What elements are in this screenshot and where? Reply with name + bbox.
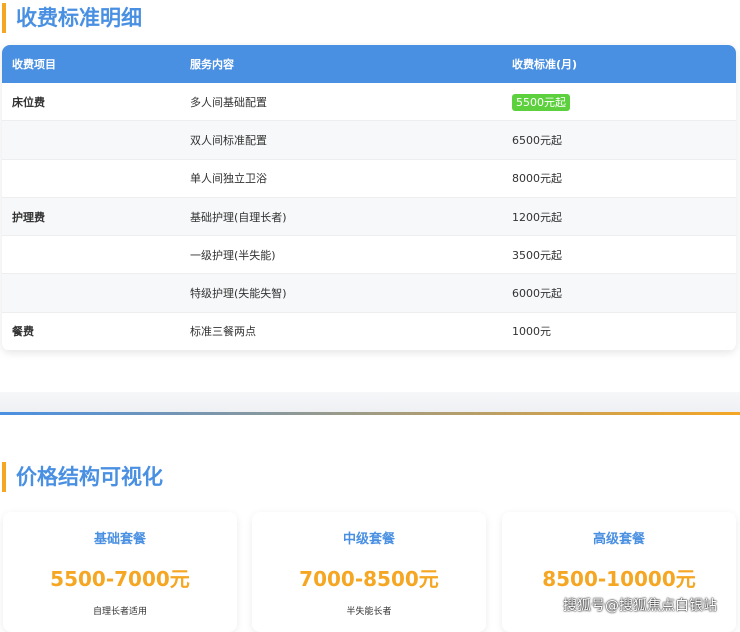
cell-price: 6500元起 xyxy=(512,133,562,147)
cell-service: 特级护理(失能失智) xyxy=(190,287,287,301)
package-card-mid: 中级套餐 7000-8500元 半失能长者 xyxy=(252,512,486,632)
cell-service: 标准三餐两点 xyxy=(190,325,256,339)
table-header: 收费项目 服务内容 收费标准(月) xyxy=(2,45,736,83)
table-row: 特级护理(失能失智) 6000元起 xyxy=(2,274,736,313)
section-divider-band xyxy=(0,392,740,412)
cell-service: 单人间独立卫浴 xyxy=(190,172,267,186)
cell-price-wrap: 8000元起 xyxy=(512,170,736,186)
cell-item: 床位费 xyxy=(12,95,45,109)
cell-price: 1000元 xyxy=(512,325,551,339)
cell-price-wrap: 6500元起 xyxy=(512,132,736,148)
cell-price: 3500元起 xyxy=(512,248,562,262)
watermark: 搜狐号@搜狐焦点白银站 xyxy=(563,598,717,614)
package-price: 8500-10000元 xyxy=(542,567,696,591)
package-card-premium: 高级套餐 8500-10000元 xyxy=(502,512,736,632)
header-price: 收费标准(月) xyxy=(512,58,578,71)
package-name: 高级套餐 xyxy=(592,532,645,547)
package-name: 基础套餐 xyxy=(93,532,146,547)
package-desc: 半失能长者 xyxy=(346,607,392,617)
cell-price: 6000元起 xyxy=(512,287,562,301)
cell-price-wrap: 5500元起 xyxy=(512,93,736,111)
cell-price: 5500元起 xyxy=(512,93,570,111)
table-row: 双人间标准配置 6500元起 xyxy=(2,121,736,160)
table-row: 一级护理(半失能) 3500元起 xyxy=(2,236,736,275)
cell-service: 多人间基础配置 xyxy=(190,95,267,109)
cell-item: 护理费 xyxy=(12,210,45,224)
table-row: 床位费 多人间基础配置 5500元起 xyxy=(2,83,736,122)
section-title-visual: 价格结构可视化 xyxy=(2,462,163,492)
package-price: 7000-8500元 xyxy=(299,567,439,591)
cell-service: 双人间标准配置 xyxy=(190,133,267,147)
cell-price-wrap: 6000元起 xyxy=(512,285,736,301)
header-item: 收费项目 xyxy=(12,58,56,71)
package-name: 中级套餐 xyxy=(342,532,395,547)
fee-table: 收费项目 服务内容 收费标准(月) 床位费 多人间基础配置 5500元起 双人间… xyxy=(2,45,736,352)
table-row: 单人间独立卫浴 8000元起 xyxy=(2,160,736,198)
cell-price-wrap: 1200元起 xyxy=(512,209,736,225)
section-title-fees: 收费标准明细 xyxy=(2,3,142,33)
package-desc: 自理长者适用 xyxy=(92,607,147,617)
cell-price-wrap: 3500元起 xyxy=(512,247,736,263)
cell-price-wrap: 1000元 xyxy=(512,323,736,339)
cell-price: 8000元起 xyxy=(512,172,562,186)
cell-service: 一级护理(半失能) xyxy=(190,248,276,262)
header-service: 服务内容 xyxy=(190,58,234,71)
gradient-divider xyxy=(0,412,740,415)
package-card-basic: 基础套餐 5500-7000元 自理长者适用 xyxy=(3,512,237,632)
cell-service: 基础护理(自理长者) xyxy=(190,210,287,224)
package-price: 5500-7000元 xyxy=(50,567,190,591)
table-row: 护理费 基础护理(自理长者) 1200元起 xyxy=(2,197,736,237)
cell-price: 1200元起 xyxy=(512,210,562,224)
table-row: 餐费 标准三餐两点 1000元 xyxy=(2,313,736,352)
cell-item: 餐费 xyxy=(12,325,34,339)
